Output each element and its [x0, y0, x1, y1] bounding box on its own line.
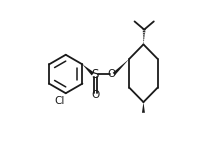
Text: Cl: Cl — [54, 96, 64, 106]
Text: S: S — [92, 67, 99, 81]
Text: O: O — [91, 90, 100, 100]
Polygon shape — [142, 102, 145, 113]
Text: O: O — [108, 69, 116, 79]
Polygon shape — [113, 59, 129, 75]
Polygon shape — [82, 64, 94, 75]
